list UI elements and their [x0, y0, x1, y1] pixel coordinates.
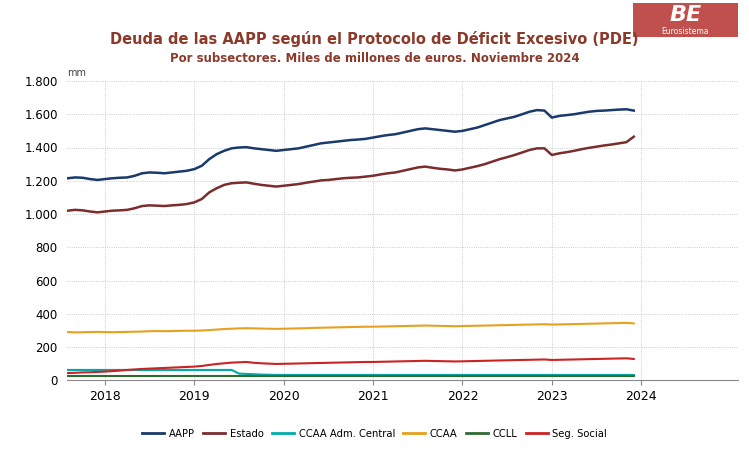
AAPP [294, 146, 303, 151]
Estado [49, 209, 58, 214]
CCAA [488, 323, 497, 328]
Legend: AAPP, Estado, CCAA Adm. Central, CCAA, CCLL, Seg. Social: AAPP, Estado, CCAA Adm. Central, CCAA, C… [138, 425, 611, 443]
CCAA [49, 329, 58, 335]
CCAA [324, 325, 333, 330]
Estado [510, 152, 519, 158]
Line: CCAA: CCAA [16, 323, 634, 333]
AAPP [55, 176, 64, 181]
AAPP [488, 120, 497, 125]
Estado [287, 182, 296, 188]
CCAA [294, 326, 303, 331]
Line: AAPP: AAPP [16, 109, 634, 182]
Seg. Social [19, 373, 28, 378]
Estado [317, 178, 326, 183]
Seg. Social [480, 358, 489, 364]
Estado [11, 212, 20, 217]
Line: Seg. Social: Seg. Social [16, 358, 634, 376]
AAPP [26, 178, 35, 184]
CCAA [629, 321, 638, 326]
Seg. Social [510, 357, 519, 363]
CCAA Adm. Central [629, 372, 638, 378]
CCAA Adm. Central [49, 367, 58, 373]
Text: Deuda pública: Deuda pública [11, 14, 140, 30]
CCLL [510, 373, 519, 378]
AAPP [19, 180, 28, 185]
Seg. Social [11, 373, 20, 378]
AAPP [324, 140, 333, 145]
CCAA Adm. Central [518, 372, 527, 378]
CCAA Adm. Central [324, 372, 333, 378]
CCAA [11, 329, 20, 335]
CCAA [70, 330, 79, 335]
Text: Por subsectores. Miles de millones de euros. Noviembre 2024: Por subsectores. Miles de millones de eu… [170, 52, 579, 65]
Text: BE: BE [669, 5, 702, 25]
AAPP [518, 112, 527, 117]
Text: Deuda de las AAPP según el Protocolo de Déficit Excesivo (PDE): Deuda de las AAPP según el Protocolo de … [110, 31, 639, 47]
CCLL [287, 373, 296, 378]
CCAA Adm. Central [272, 372, 281, 378]
Text: Eurosistema: Eurosistema [661, 27, 709, 36]
CCAA Adm. Central [11, 367, 20, 373]
CCLL [11, 373, 20, 378]
Estado [19, 212, 28, 217]
AAPP [629, 108, 638, 113]
CCLL [49, 373, 58, 378]
Seg. Social [49, 371, 58, 376]
CCAA Adm. Central [488, 372, 497, 378]
Estado [629, 134, 638, 140]
Seg. Social [287, 361, 296, 366]
Line: Estado: Estado [16, 137, 634, 215]
CCAA Adm. Central [19, 367, 28, 373]
Seg. Social [622, 356, 631, 361]
CCLL [19, 373, 28, 378]
CCAA Adm. Central [294, 372, 303, 378]
CCAA [518, 322, 527, 328]
CCAA [622, 320, 631, 326]
FancyBboxPatch shape [633, 3, 738, 37]
AAPP [622, 107, 631, 112]
Seg. Social [629, 356, 638, 362]
Estado [480, 162, 489, 167]
CCAA [19, 329, 28, 334]
Text: mm: mm [67, 68, 86, 78]
AAPP [11, 179, 20, 184]
Seg. Social [317, 360, 326, 366]
Line: CCAA Adm. Central: CCAA Adm. Central [16, 370, 634, 375]
CCLL [629, 373, 638, 378]
CCLL [317, 373, 326, 378]
CCLL [480, 373, 489, 378]
